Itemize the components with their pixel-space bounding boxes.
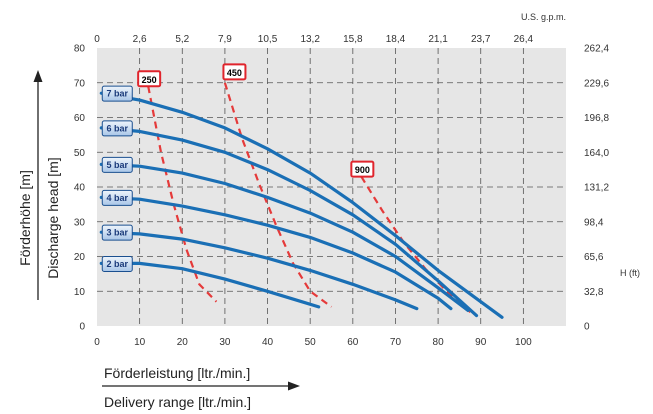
y-tick-label: 60 xyxy=(74,113,86,124)
top-tick-label: 7,9 xyxy=(218,34,232,45)
right-tick-label: 262,4 xyxy=(584,44,609,55)
series-line-3-bar xyxy=(99,230,419,311)
speed-label-text: 900 xyxy=(355,165,370,175)
y-axis-title: Förderhöhe [m] Discharge head [m] xyxy=(17,70,61,300)
right-tick-label: 0 xyxy=(584,322,590,333)
x-tick-label: 80 xyxy=(433,337,445,348)
top-axis-unit: U.S. g.p.m. xyxy=(521,12,566,22)
series-line-5-bar xyxy=(99,162,470,312)
top-tick-label: 5,2 xyxy=(175,34,189,45)
speed-line-900 xyxy=(360,176,473,315)
speed-label-text: 450 xyxy=(227,68,242,78)
top-tick-label: 26,4 xyxy=(514,34,534,45)
y-tick-label: 10 xyxy=(74,287,86,298)
left-axis-ticks: 0 10 20 30 40 50 60 70 80 xyxy=(74,44,86,333)
y-tick-label: 40 xyxy=(74,183,86,194)
right-tick-label: 196,8 xyxy=(584,113,609,124)
y-tick-label: 30 xyxy=(74,217,86,228)
speed-label-900: 900 xyxy=(350,160,375,178)
x-tick-label: 20 xyxy=(177,337,189,348)
x-tick-label: 0 xyxy=(94,337,100,348)
y-tick-label: 50 xyxy=(74,148,86,159)
series-line-2-bar xyxy=(99,261,321,309)
y-tick-label: 70 xyxy=(74,78,86,89)
x-axis-title: Förderleistung [ltr./min.] Delivery rang… xyxy=(102,365,300,410)
series-label-text: 2 bar xyxy=(107,259,129,269)
speed-lines xyxy=(147,82,473,315)
y-tick-label: 0 xyxy=(79,322,85,333)
right-tick-label: 32,8 xyxy=(584,287,604,298)
top-tick-label: 15,8 xyxy=(343,34,363,45)
right-tick-label: 131,2 xyxy=(584,183,609,194)
speed-label-box xyxy=(137,70,162,88)
x-tick-label: 30 xyxy=(219,337,231,348)
speed-label-250: 250 xyxy=(137,70,162,88)
top-tick-label: 0 xyxy=(94,34,100,45)
series-line-4-bar xyxy=(99,195,453,311)
x-tick-label: 60 xyxy=(347,337,359,348)
top-tick-label: 2,6 xyxy=(133,34,147,45)
top-tick-label: 21,1 xyxy=(428,34,448,45)
series-lines xyxy=(99,91,504,319)
x-axis-arrow-head xyxy=(288,381,300,391)
x-axis-label-de: Förderleistung [ltr./min.] xyxy=(104,365,250,381)
top-tick-label: 18,4 xyxy=(386,34,406,45)
series-label-box xyxy=(101,85,133,102)
right-tick-label: 164,0 xyxy=(584,148,609,159)
series-label-text: 6 bar xyxy=(107,123,129,133)
series-label-box xyxy=(101,120,133,137)
series-label-3-bar: 3 bar xyxy=(101,224,133,241)
speed-label-text: 250 xyxy=(142,75,157,85)
right-tick-label: 65,6 xyxy=(584,252,604,263)
x-tick-label: 90 xyxy=(475,337,487,348)
right-axis-unit: H (ft) xyxy=(620,268,640,278)
series-label-text: 5 bar xyxy=(107,160,129,170)
series-label-text: 7 bar xyxy=(107,89,129,99)
right-tick-label: 229,6 xyxy=(584,78,609,89)
top-tick-label: 10,5 xyxy=(258,34,278,45)
y-axis-label-en: Discharge head [m] xyxy=(45,157,61,278)
y-axis-label-de: Förderhöhe [m] xyxy=(17,170,33,266)
speed-line-250 xyxy=(147,85,218,303)
right-tick-label: 98,4 xyxy=(584,217,604,228)
series-label-box xyxy=(101,189,133,206)
series-label-2-bar: 2 bar xyxy=(101,255,133,272)
series-label-4-bar: 4 bar xyxy=(101,189,133,206)
series-label-box xyxy=(101,224,133,241)
y-tick-label: 20 xyxy=(74,252,86,263)
series-label-6-bar: 6 bar xyxy=(101,120,133,137)
top-tick-label: 23,7 xyxy=(471,34,491,45)
bottom-axis-ticks: 0 10 20 30 40 50 60 70 80 90 100 xyxy=(94,337,532,348)
series-label-box xyxy=(101,156,133,173)
series-line-6-bar xyxy=(99,126,479,318)
speed-label-box xyxy=(222,63,247,81)
speed-label-450: 450 xyxy=(222,63,247,81)
right-axis-ticks: 0 32,8 65,6 98,4 131,2 164,0 196,8 229,6 262,4 xyxy=(584,44,609,333)
series-label-7-bar: 7 bar xyxy=(101,85,133,102)
x-tick-label: 70 xyxy=(390,337,402,348)
y-tick-label: 80 xyxy=(74,44,86,55)
series-label-box xyxy=(101,255,133,272)
x-tick-label: 10 xyxy=(134,337,146,348)
series-label-5-bar: 5 bar xyxy=(101,156,133,173)
y-axis-arrow-head xyxy=(33,70,43,82)
top-axis-ticks: 0 2,6 5,2 7,9 10,5 13,2 15,8 18,4 21,1 23,7 26,4 xyxy=(94,34,533,45)
top-tick-label: 13,2 xyxy=(300,34,320,45)
series-line-7-bar xyxy=(99,91,504,319)
series-label-text: 4 bar xyxy=(107,193,129,203)
series-labels: 2 bar 3 bar 4 bar 5 bar 6 bar 7 bar xyxy=(101,85,133,272)
speed-label-box xyxy=(350,160,375,178)
x-tick-label: 100 xyxy=(515,337,532,348)
x-tick-label: 50 xyxy=(305,337,317,348)
x-tick-label: 40 xyxy=(262,337,274,348)
speed-labels: 250 450 900 xyxy=(137,63,375,178)
x-axis-label-en: Delivery range [ltr./min.] xyxy=(104,394,251,410)
series-label-text: 3 bar xyxy=(107,228,129,238)
